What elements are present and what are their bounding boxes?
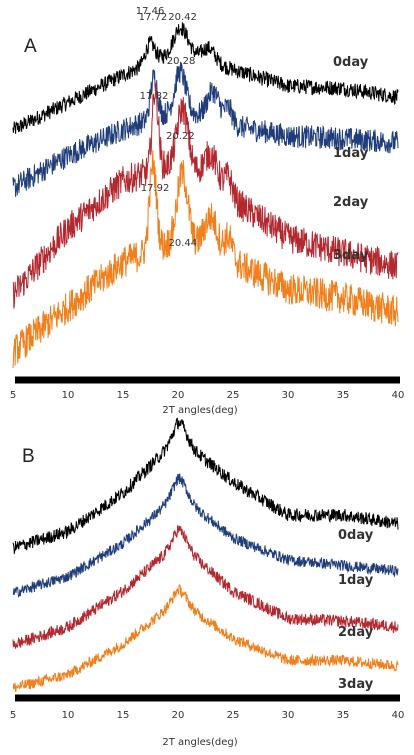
series-line-3day <box>12 150 399 369</box>
x-tick-label: 15 <box>117 390 130 401</box>
peak-label: 17.72 <box>139 12 168 23</box>
peak-label: 20.44 <box>168 238 197 249</box>
x-tick-label: 10 <box>62 390 75 401</box>
series-label-2day: 2day <box>333 195 369 210</box>
series-label-0day: 0day <box>333 55 369 70</box>
series-line-0day <box>12 417 399 554</box>
x-tick-label: 30 <box>282 710 295 721</box>
x-tick-label: 5 <box>10 710 16 721</box>
panel-b-letter: B <box>22 446 35 467</box>
x-tick-label: 25 <box>227 390 240 401</box>
x-tick-label: 25 <box>227 710 240 721</box>
peak-label: 20.22 <box>166 131 195 142</box>
series-label-3day: 3day <box>338 677 374 692</box>
x-tick-label: 35 <box>337 710 350 721</box>
panel-b-legend: 0day 1day 2day 3day <box>338 528 374 692</box>
x-tick-label: 40 <box>392 390 405 401</box>
x-tick-label: 20 <box>172 390 185 401</box>
series-label-1day: 1day <box>333 146 369 161</box>
panel-a-legend: 0day 1day 2day 3day <box>333 55 369 263</box>
panel-b: B 0day 1day 2day 3day 5 10 15 20 25 30 35 40 2T an… <box>10 417 405 748</box>
x-tick-label: 10 <box>62 710 75 721</box>
series-line-0day <box>12 22 399 134</box>
panel-a-x-axis-title: 2T angles(deg) <box>162 405 237 416</box>
panel-a-peak-labels: 17.46 20.28 17.82 20.22 17.92 20.44 17.72 20.42 <box>136 6 197 249</box>
x-tick-label: 20 <box>172 710 185 721</box>
panel-a-letter: A <box>24 36 37 57</box>
panel-a-traces <box>12 22 399 369</box>
series-label-1day: 1day <box>338 573 374 588</box>
x-tick-label: 30 <box>282 390 295 401</box>
panel-b-tick-labels: 5 10 15 20 25 30 35 40 <box>10 710 405 721</box>
peak-label: 17.82 <box>140 91 169 102</box>
panel-a: A 17.46 20.28 17.82 20.22 17.92 20.44 17.72 20.… <box>10 6 405 416</box>
x-tick-label: 40 <box>392 710 405 721</box>
series-line-1day <box>12 473 399 598</box>
peak-label: 17.92 <box>141 183 170 194</box>
x-tick-label: 15 <box>117 710 130 721</box>
peak-label: 20.42 <box>168 12 197 23</box>
series-label-2day: 2day <box>338 625 374 640</box>
series-label-0day: 0day <box>338 528 374 543</box>
panel-b-x-axis-title: 2T angles(deg) <box>162 737 237 748</box>
peak-label: 20.28 <box>167 56 196 67</box>
series-label-3day: 3day <box>333 248 369 263</box>
series-line-2day <box>12 82 399 309</box>
x-tick-label: 35 <box>337 390 350 401</box>
series-line-2day <box>12 525 399 649</box>
panel-a-tick-labels: 5 10 15 20 25 30 35 40 <box>10 390 405 401</box>
series-line-1day <box>12 61 399 197</box>
panel-b-traces <box>12 417 399 693</box>
x-tick-label: 5 <box>10 390 16 401</box>
series-line-3day <box>12 584 399 693</box>
peak-label: 17.46 <box>136 6 165 17</box>
